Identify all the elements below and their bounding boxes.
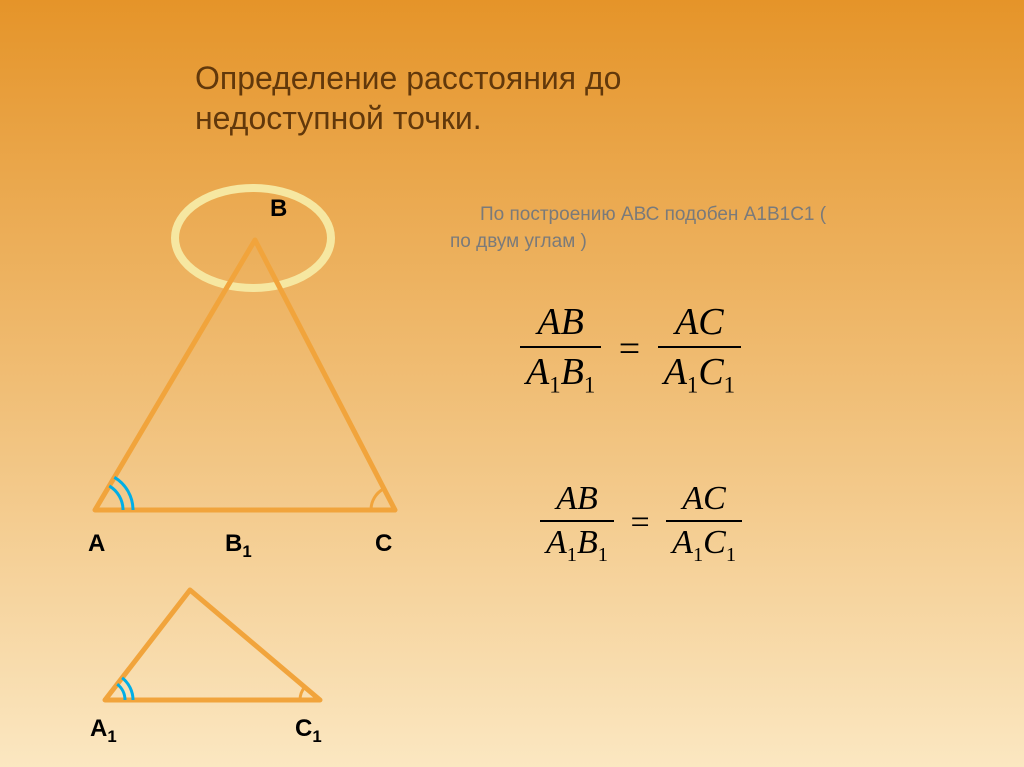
triangle-small [105,590,320,700]
label-a: А [88,530,105,558]
angle-arc-a-inner [109,486,123,510]
apex-ellipse [175,188,331,288]
label-c1: С1 [295,715,322,747]
label-b1: В1 [225,530,252,562]
label-a1: А1 [90,715,117,747]
angle-arc-c [371,489,384,510]
triangle-large [95,240,395,510]
label-c: С [375,530,392,558]
geometry-diagram [0,0,1024,767]
label-b-top: В [270,195,287,223]
slide: Определение расстояния до недоступной то… [0,0,1024,767]
